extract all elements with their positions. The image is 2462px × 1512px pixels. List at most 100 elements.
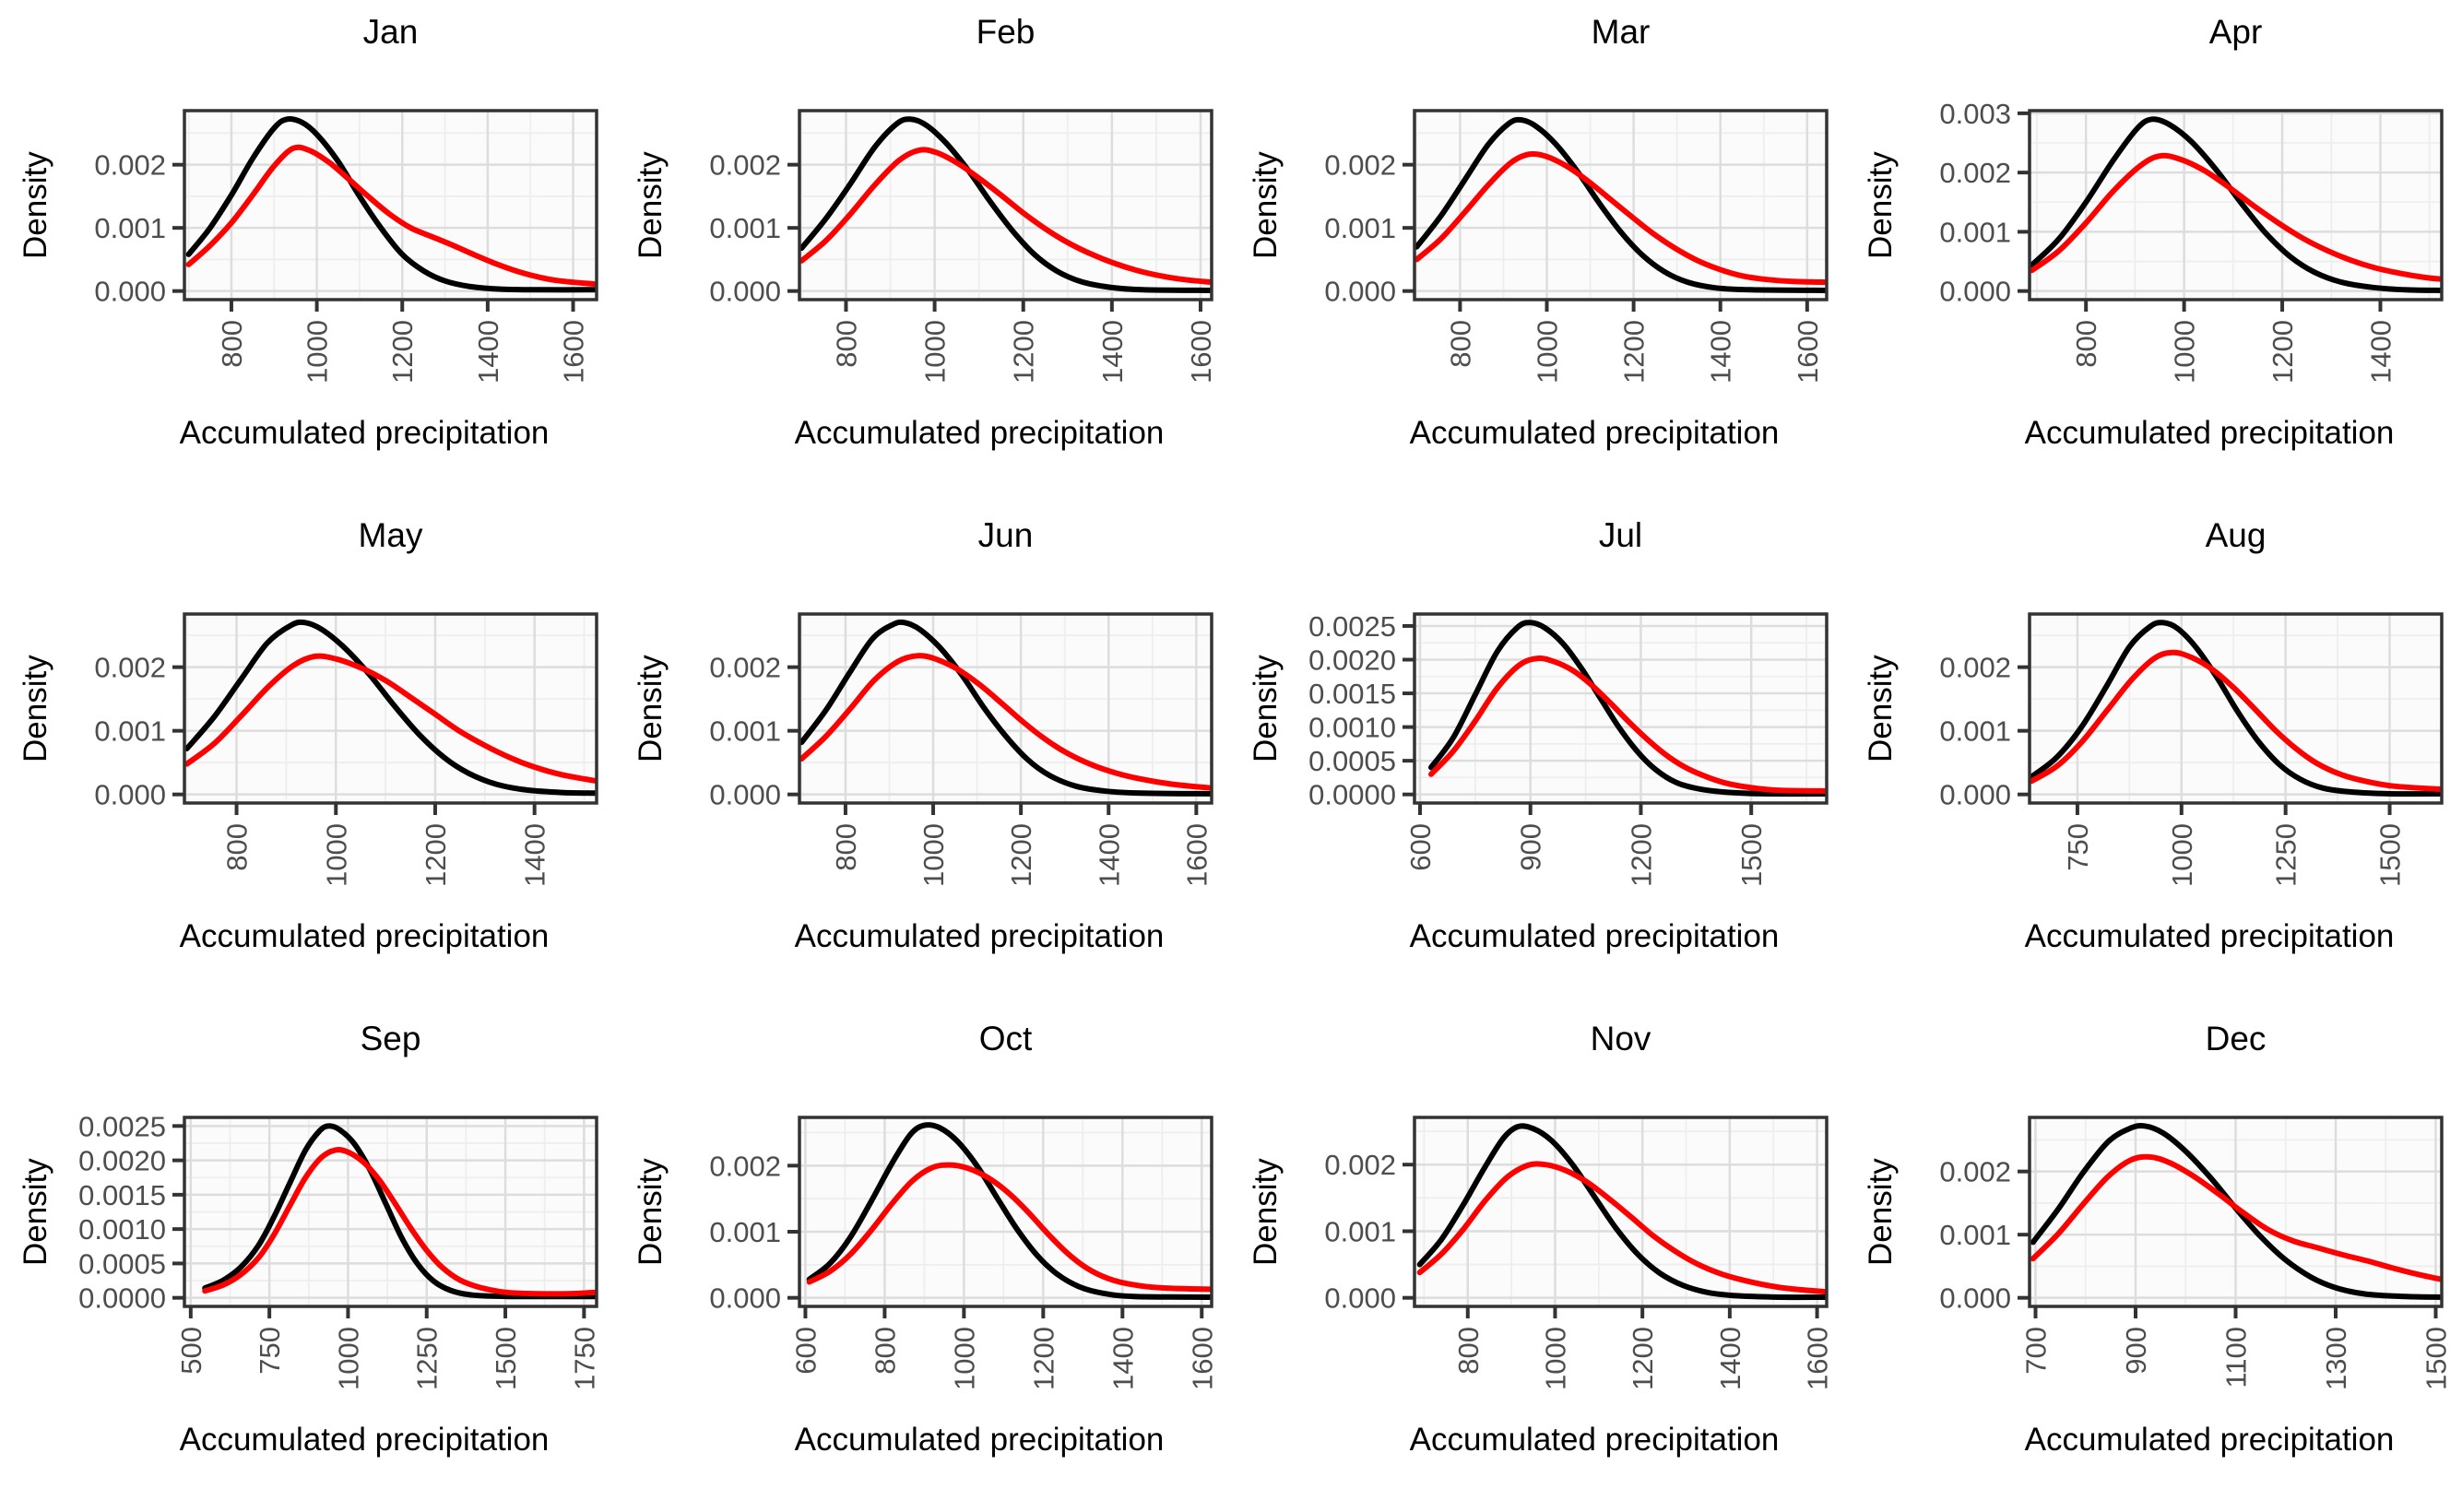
y-tick-label: 0.000	[1939, 276, 2011, 308]
x-tick-label: 1600	[558, 320, 590, 384]
axis-ticks	[172, 1124, 586, 1318]
y-tick-label: 0.0025	[1308, 610, 1396, 643]
x-tick-label: 1200	[1008, 320, 1040, 384]
x-tick-label: 800	[216, 320, 248, 368]
x-tick-label: 1250	[411, 1327, 444, 1390]
curves	[799, 619, 1212, 797]
x-tick-label: 1500	[1735, 823, 1768, 887]
x-tick-label: 1000	[919, 320, 952, 384]
x-tick-label: 1200	[1625, 823, 1657, 887]
facet-mar: Mar Density 0.000 0.001 0.002 800 1000 1200 14…	[1230, 0, 1845, 503]
grid-minor	[2030, 111, 2442, 300]
grid-major	[184, 614, 597, 803]
panel-border	[2028, 612, 2444, 805]
x-axis-title: Accumulated precipitation	[1409, 415, 1780, 451]
density-curve-red	[1428, 655, 1827, 794]
x-tick-label: 900	[2120, 1327, 2152, 1375]
density-curve-black	[2030, 1122, 2442, 1300]
x-axis-title: Accumulated precipitation	[794, 1422, 1165, 1458]
facet-may: May Density 0.000 0.001 0.002 800 1000 1200 14…	[0, 503, 615, 1007]
x-tick-label: 1400	[1093, 823, 1125, 887]
panel-border	[1413, 1116, 1829, 1308]
x-tick-labels: 800 1000 1200 1400 1600	[1452, 1327, 1834, 1390]
curves	[2030, 620, 2442, 797]
y-tick-label: 0.002	[709, 1150, 781, 1182]
y-tick-label: 0.001	[1939, 715, 2011, 748]
y-tick-label: 0.000	[94, 276, 166, 308]
y-tick-label: 0.002	[94, 652, 166, 684]
y-tick-label: 0.000	[709, 779, 781, 811]
x-axis-title: Accumulated precipitation	[1409, 918, 1780, 954]
x-tick-labels: 600 800 1000 1200 1400 1600	[789, 1327, 1218, 1390]
x-tick-labels: 800 1000 1200 1400	[2070, 320, 2397, 384]
density-plot-dec: 0.000 0.001 0.002 700 900 1100 1300 1500	[1939, 1116, 2453, 1390]
x-tick-labels: 700 900 1100 1300 1500	[2020, 1327, 2453, 1390]
y-tick-label: 0.0015	[1308, 678, 1396, 710]
y-tick-label: 0.001	[709, 715, 781, 748]
x-tick-labels: 800 1000 1200 1400	[221, 823, 551, 887]
x-tick-label: 1000	[1532, 320, 1564, 384]
x-tick-labels: 750 1000 1250 1500	[2062, 823, 2407, 887]
panel-background	[799, 111, 1212, 300]
y-tick-labels: 0.000 0.001 0.002 0.003	[1939, 98, 2011, 308]
density-plot-jun: 0.000 0.001 0.002 800 1000 1200 1400 1600	[709, 612, 1213, 887]
y-tick-label: 0.0025	[78, 1110, 166, 1142]
y-tick-label: 0.0005	[78, 1247, 166, 1280]
x-tick-label: 1400	[2364, 320, 2397, 384]
facet-title-dec: Dec	[2205, 1020, 2267, 1057]
y-tick-label: 0.0010	[78, 1213, 166, 1246]
facet-sep: Sep Density 0.0000 0.0005 0.0010 0.0015 0.00…	[0, 1007, 615, 1510]
y-tick-label: 0.001	[709, 212, 781, 244]
axis-ticks	[2018, 665, 2392, 815]
density-curve-black	[2030, 116, 2442, 293]
y-tick-labels: 0.000 0.001 0.002	[709, 149, 781, 308]
density-curve-red	[184, 653, 597, 785]
x-tick-label: 1400	[1714, 1327, 1746, 1390]
x-axis-title: Accumulated precipitation	[179, 1422, 550, 1458]
panel-border	[798, 109, 1213, 301]
density-plot-mar: 0.000 0.001 0.002 800 1000 1200 1400 1600	[1324, 109, 1829, 384]
y-tick-label: 0.002	[709, 652, 781, 684]
x-tick-label: 800	[2070, 320, 2102, 368]
x-tick-label: 1200	[386, 320, 419, 384]
facet-title-apr: Apr	[2208, 13, 2263, 51]
x-tick-label: 1100	[2220, 1327, 2253, 1388]
panel-border	[2028, 109, 2444, 301]
density-curve-red	[1416, 1161, 1827, 1295]
facet-title-sep: Sep	[360, 1020, 421, 1057]
panel-border	[798, 1116, 1213, 1308]
x-tick-label: 1600	[1180, 823, 1213, 887]
y-tick-labels: 0.000 0.001 0.002	[709, 1150, 781, 1314]
y-tick-label: 0.0010	[1308, 712, 1396, 744]
facet-apr: Apr Density 0.000 0.001 0.002 0.003 800 1000 1…	[1845, 0, 2460, 503]
x-tick-label: 1600	[1185, 320, 1217, 384]
x-tick-label: 800	[830, 320, 862, 368]
x-tick-labels: 800 1000 1200 1400 1600	[216, 320, 590, 384]
density-curve-red	[2030, 649, 2442, 793]
y-tick-label: 0.001	[1939, 216, 2011, 248]
x-tick-label: 1000	[332, 1327, 364, 1390]
x-tick-labels: 800 1000 1200 1400 1600	[830, 823, 1213, 887]
x-tick-label: 750	[254, 1327, 286, 1375]
y-tick-label: 0.000	[1939, 1282, 2011, 1315]
facet-title-jul: Jul	[1598, 516, 1643, 554]
panel-background	[184, 111, 597, 300]
x-tick-label: 600	[1404, 823, 1437, 871]
facet-title-feb: Feb	[976, 13, 1036, 51]
x-tick-label: 1400	[519, 823, 551, 887]
x-tick-label: 800	[1452, 1327, 1485, 1375]
density-plot-jan: 0.000 0.001 0.002 800 1000 1200 1400 1600	[94, 109, 598, 384]
x-tick-label: 600	[789, 1327, 822, 1375]
x-tick-label: 800	[221, 823, 254, 871]
x-tick-label: 1200	[1005, 823, 1037, 887]
x-tick-label: 1500	[2374, 823, 2407, 887]
x-tick-label: 800	[869, 1327, 901, 1375]
panel-border	[183, 1116, 598, 1308]
x-axis-title: Accumulated precipitation	[2024, 918, 2395, 954]
y-tick-label: 0.002	[1939, 157, 2011, 189]
axis-ticks	[172, 665, 537, 815]
x-tick-label: 1000	[302, 320, 334, 384]
x-tick-label: 1600	[1186, 1327, 1218, 1390]
